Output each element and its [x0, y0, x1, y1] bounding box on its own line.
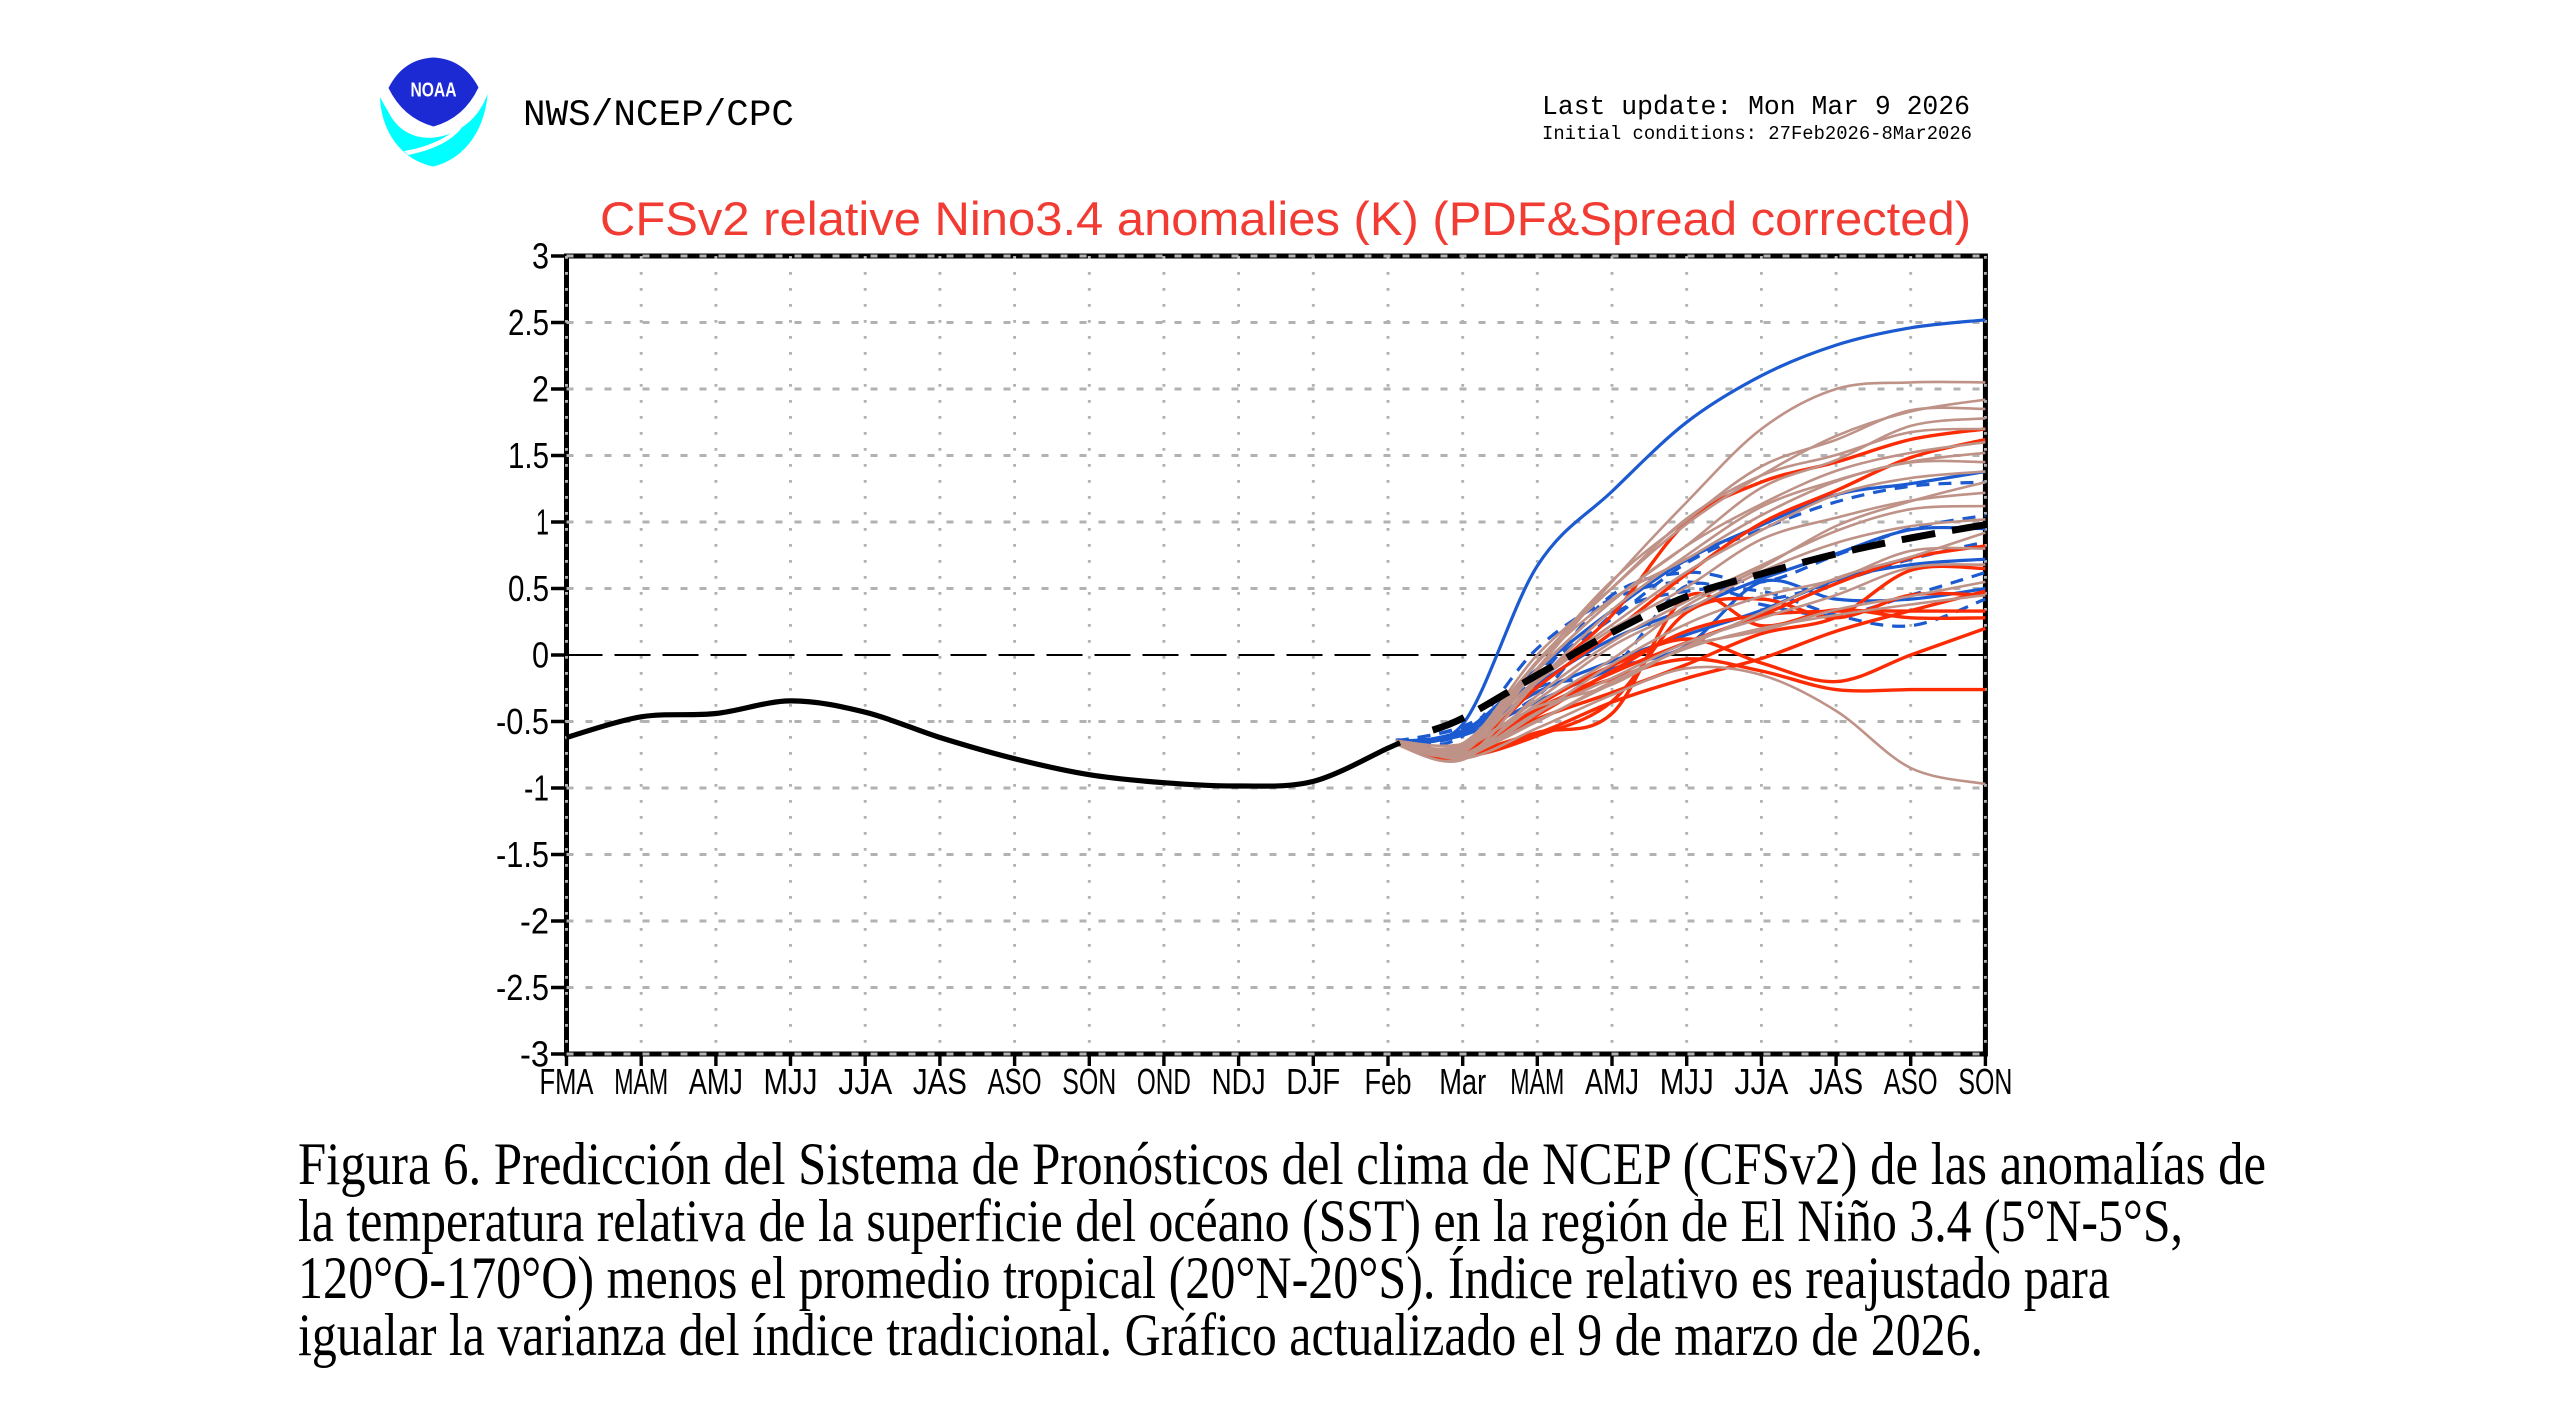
svg-text:2.5: 2.5	[508, 302, 549, 343]
svg-text:JAS: JAS	[913, 1061, 967, 1102]
svg-text:1: 1	[536, 502, 549, 543]
svg-text:CFSv2 relative Nino3.4 anomali: CFSv2 relative Nino3.4 anomalies (K) (PD…	[600, 192, 1971, 245]
svg-text:MJJ: MJJ	[764, 1061, 818, 1102]
svg-text:-1.5: -1.5	[496, 834, 549, 875]
svg-text:JAS: JAS	[1809, 1061, 1863, 1102]
svg-text:Last update: Mon Mar 9 2026: Last update: Mon Mar 9 2026	[1542, 93, 1970, 123]
svg-text:SON: SON	[1062, 1061, 1116, 1102]
svg-text:ASO: ASO	[1884, 1061, 1938, 1102]
svg-text:Initial conditions: 27Feb2026-: Initial conditions: 27Feb2026-8Mar2026	[1542, 123, 1972, 145]
svg-text:MAM: MAM	[1510, 1061, 1564, 1102]
svg-text:MAM: MAM	[614, 1061, 668, 1102]
svg-text:SON: SON	[1958, 1061, 2012, 1102]
svg-text:JJA: JJA	[1734, 1061, 1788, 1102]
svg-text:NOAA: NOAA	[411, 80, 457, 102]
svg-text:-3: -3	[520, 1034, 549, 1075]
svg-text:Figura 6. Predicción del Siste: Figura 6. Predicción del Sistema de Pron…	[298, 1131, 2266, 1197]
svg-text:Mar: Mar	[1439, 1061, 1486, 1102]
svg-text:0: 0	[532, 635, 549, 676]
svg-text:DJF: DJF	[1286, 1061, 1340, 1102]
svg-text:-1: -1	[524, 768, 549, 809]
svg-text:AMJ: AMJ	[689, 1061, 743, 1102]
svg-text:NWS/NCEP/CPC: NWS/NCEP/CPC	[523, 95, 794, 137]
svg-text:0.5: 0.5	[508, 568, 549, 609]
svg-text:NDJ: NDJ	[1212, 1061, 1266, 1102]
svg-text:-2: -2	[520, 901, 549, 942]
svg-text:120°O-170°O) menos el promedio: 120°O-170°O) menos el promedio tropical …	[298, 1245, 2110, 1311]
svg-text:2: 2	[532, 369, 549, 410]
svg-text:FMA: FMA	[540, 1061, 594, 1102]
svg-text:AMJ: AMJ	[1585, 1061, 1639, 1102]
svg-text:OND: OND	[1137, 1061, 1191, 1102]
svg-text:3: 3	[532, 236, 549, 277]
svg-text:-0.5: -0.5	[496, 701, 549, 742]
svg-text:Feb: Feb	[1365, 1061, 1412, 1102]
svg-text:-2.5: -2.5	[496, 967, 549, 1008]
svg-text:1.5: 1.5	[508, 435, 549, 476]
svg-text:MJJ: MJJ	[1660, 1061, 1714, 1102]
svg-text:la temperatura relativa de la: la temperatura relativa de la superficie…	[298, 1188, 2183, 1254]
svg-text:JJA: JJA	[838, 1061, 892, 1102]
svg-text:ASO: ASO	[988, 1061, 1042, 1102]
svg-text:igualar la varianza del índice: igualar la varianza del índice tradicion…	[298, 1302, 1983, 1368]
